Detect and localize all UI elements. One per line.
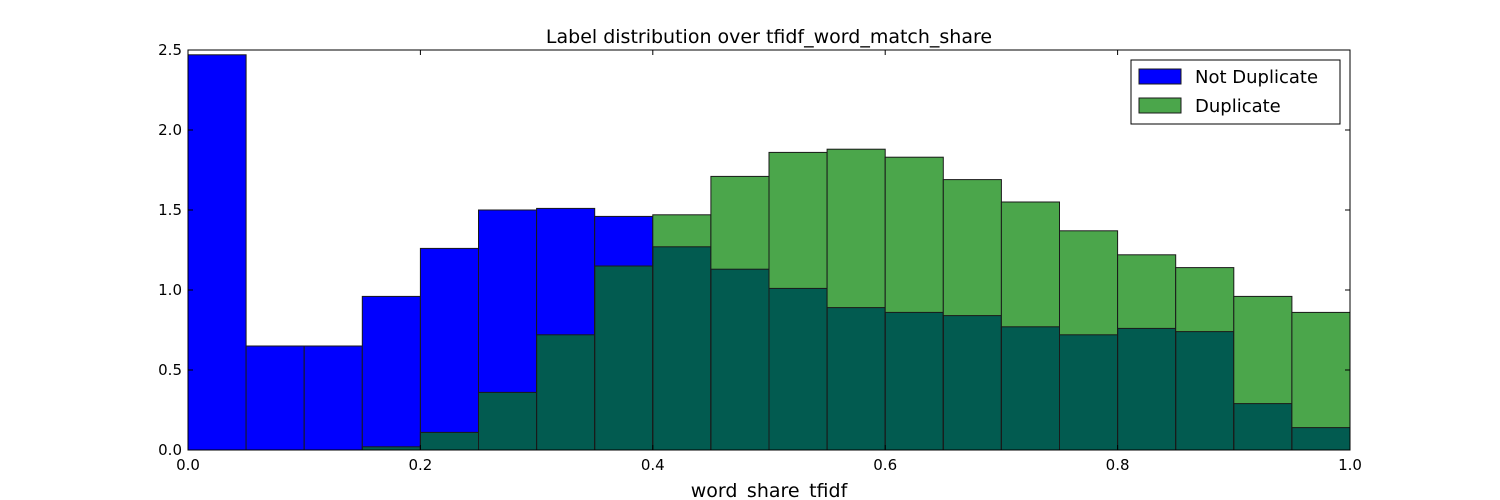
x-tick-label: 0.8: [1106, 456, 1130, 474]
bar-not-duplicate: [420, 248, 479, 433]
bar-not-duplicate: [478, 210, 537, 393]
y-tick-label: 1.0: [158, 281, 182, 299]
bar-not-duplicate: [362, 296, 421, 447]
chart-title: Label distribution over tfidf_word_match…: [546, 26, 992, 48]
bar-overlap: [1291, 427, 1350, 450]
bar-duplicate: [885, 157, 944, 313]
bar-duplicate: [769, 152, 828, 289]
x-tick-labels: 0.0 0.2 0.4 0.6 0.8 1.0: [176, 456, 1362, 474]
bar-overlap: [885, 312, 944, 450]
x-tick-label: 0.2: [408, 456, 432, 474]
bar-duplicate: [1059, 230, 1118, 335]
legend-label-not-duplicate: Not Duplicate: [1195, 67, 1318, 88]
bar-overlap: [420, 432, 479, 450]
y-tick-label: 2.0: [158, 121, 182, 139]
legend: Not Duplicate Duplicate: [1130, 59, 1341, 125]
bar-not-duplicate: [246, 346, 305, 450]
x-tick-label: 1.0: [1338, 456, 1362, 474]
bar-duplicate: [1175, 267, 1234, 332]
bar-overlap: [594, 266, 653, 450]
bar-overlap: [1117, 328, 1176, 450]
bar-duplicate: [1233, 296, 1292, 404]
bar-duplicate: [827, 149, 886, 308]
bar-duplicate: [1001, 202, 1060, 327]
bar-not-duplicate: [188, 54, 247, 451]
x-axis-label: word_share_tfidf: [691, 480, 849, 500]
bar-overlap: [710, 269, 769, 450]
bar-overlap: [478, 392, 537, 450]
bar-overlap: [943, 315, 1002, 450]
x-tick-label: 0.4: [641, 456, 665, 474]
y-tick-label: 0.5: [158, 361, 182, 379]
plot-frame: [187, 49, 1351, 451]
y-tick-label: 0.0: [158, 441, 182, 459]
bar-not-duplicate: [594, 216, 653, 266]
bar-overlap: [652, 246, 711, 450]
legend-swatch-not-duplicate: [1138, 68, 1182, 85]
y-tick-label: 1.5: [158, 201, 182, 219]
bar-not-duplicate: [304, 346, 363, 450]
legend-swatch-duplicate: [1138, 97, 1182, 114]
bars-layer: [187, 54, 1351, 451]
bar-overlap: [769, 288, 828, 450]
bar-duplicate: [652, 214, 711, 247]
bar-duplicate: [943, 179, 1002, 316]
legend-label-duplicate: Duplicate: [1195, 96, 1281, 117]
x-tick-label: 0.6: [873, 456, 897, 474]
bar-overlap: [362, 446, 421, 450]
bar-overlap: [1233, 403, 1292, 450]
bar-overlap: [1001, 326, 1060, 450]
bar-duplicate: [710, 176, 769, 270]
y-tick-labels: 0.0 0.5 1.0 1.5 2.0 2.5: [158, 41, 182, 459]
bar-overlap: [536, 334, 595, 450]
axis-ticks: [187, 49, 1351, 451]
y-tick-label: 2.5: [158, 41, 182, 59]
bar-overlap: [827, 307, 886, 450]
bar-overlap: [1175, 331, 1234, 450]
bar-duplicate: [1291, 312, 1350, 428]
bar-overlap: [1059, 334, 1118, 450]
bar-not-duplicate: [536, 208, 595, 335]
bar-duplicate: [1117, 254, 1176, 329]
x-tick-label: 0.0: [176, 456, 200, 474]
